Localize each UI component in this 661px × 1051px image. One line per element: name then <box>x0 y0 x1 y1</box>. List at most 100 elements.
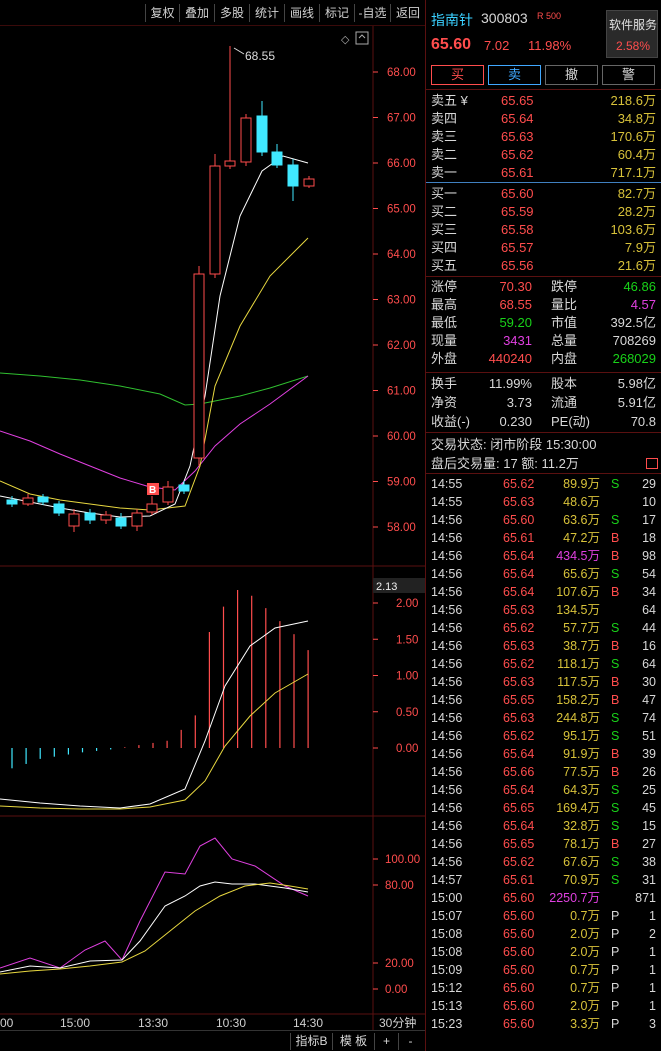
candle-body <box>162 486 174 503</box>
tick-count: 1 <box>649 945 656 959</box>
tick-time: 14:56 <box>431 639 463 653</box>
candle-body <box>256 115 268 153</box>
tick-side: P <box>611 909 620 923</box>
stat-value: 0.230 <box>499 414 532 429</box>
tick-time: 15:13 <box>431 999 463 1013</box>
buy-order-row[interactable]: 买五 65.56 21.6万 <box>426 257 661 275</box>
tick-volume: 0.7万 <box>570 981 600 995</box>
sell-order-row[interactable]: 卖四 65.64 34.8万 <box>426 110 661 128</box>
cancel-order-button[interactable]: 撤 <box>545 65 598 85</box>
sector-badge[interactable]: 软件服务 2.58% <box>606 10 658 58</box>
stat-label: 内盘 <box>551 351 578 366</box>
tick-row: 15:13 65.60 2.0万 P 1 <box>426 997 661 1015</box>
toolbar-draw-line-button[interactable]: 画线 <box>284 4 319 22</box>
tick-row: 14:55 65.62 89.9万 S 29 <box>426 475 661 493</box>
tick-row: 14:56 65.62 57.7万 S 44 <box>426 619 661 637</box>
mid-indicator-lines <box>0 620 309 810</box>
tick-volume: 95.1万 <box>563 729 600 743</box>
order-level-label: 买四 <box>431 240 458 255</box>
kline-chart-svg[interactable]: ◇ 68.00 67.00 66.00 65.00 64.00 63.00 62.00 61.… <box>0 26 425 1030</box>
tick-side: S <box>611 729 620 743</box>
toolbar-statistics-button[interactable]: 统计 <box>249 4 284 22</box>
high-price-label: 68.55 <box>245 49 275 63</box>
toolbar-restore-rights-button[interactable]: 复权 <box>145 4 179 22</box>
tick-time: 14:56 <box>431 603 463 617</box>
tick-count: 45 <box>642 801 656 815</box>
tick-price: 65.64 <box>503 747 535 761</box>
after-hours-text: 盘后交易量: 17 额: 11.2万 <box>431 456 579 471</box>
tick-volume: 2250.7万 <box>549 891 600 905</box>
kline-chart-panel[interactable]: ◇ 68.00 67.00 66.00 65.00 64.00 63.00 62.00 61.… <box>0 26 425 1030</box>
buy-order-row[interactable]: 买三 65.58 103.6万 <box>426 221 661 239</box>
order-level-label: 卖二 <box>431 147 458 162</box>
bar-chart-icon[interactable] <box>646 458 658 469</box>
zoom-out-button[interactable]: - <box>398 1033 422 1050</box>
tick-row: 15:00 65.60 2250.7万 871 <box>426 889 661 907</box>
tick-row: 14:56 65.64 65.6万 S 54 <box>426 565 661 583</box>
toolbar-back-button[interactable]: 返回 <box>390 4 425 22</box>
tick-row: 15:12 65.60 0.7万 P 1 <box>426 979 661 997</box>
tick-volume: 78.1万 <box>563 837 600 851</box>
low-axis-label: 100.00 <box>385 854 420 866</box>
tick-count: 34 <box>642 585 656 599</box>
order-price: 65.64 <box>501 111 534 126</box>
collapse-icon[interactable] <box>355 31 369 45</box>
sell-order-row[interactable]: 卖一 65.61 717.1万 <box>426 164 661 182</box>
sell-order-row[interactable]: 卖二 65.62 60.4万 <box>426 146 661 164</box>
buy-order-row[interactable]: 买四 65.57 7.9万 <box>426 239 661 257</box>
tick-row: 15:08 65.60 2.0万 P 2 <box>426 925 661 943</box>
tick-count: 51 <box>642 729 656 743</box>
order-level-label: 卖三 <box>431 129 458 144</box>
alert-button[interactable]: 警 <box>602 65 655 85</box>
tick-price: 65.62 <box>503 855 535 869</box>
buy-order-row[interactable]: 买二 65.59 28.2万 <box>426 203 661 221</box>
tick-count: 27 <box>642 837 656 851</box>
tick-time: 14:56 <box>431 585 463 599</box>
toolbar-overlay-button[interactable]: 叠加 <box>179 4 214 22</box>
order-volume: 218.6万 <box>610 93 656 108</box>
tick-volume: 63.6万 <box>563 513 600 527</box>
tick-price: 65.62 <box>503 477 535 491</box>
sell-order-row[interactable]: 卖三 65.63 170.6万 <box>426 128 661 146</box>
tick-volume: 2.0万 <box>570 999 600 1013</box>
toolbar-remove-watchlist-button[interactable]: -自选 <box>354 4 390 22</box>
zoom-in-button[interactable]: + <box>374 1033 398 1050</box>
toolbar-multi-stock-button[interactable]: 多股 <box>214 4 249 22</box>
tick-side: S <box>611 657 620 671</box>
buy-button[interactable]: 买 <box>431 65 484 85</box>
tick-row: 15:07 65.60 0.7万 P 1 <box>426 907 661 925</box>
indicator-b-button[interactable]: 指标B <box>290 1033 332 1050</box>
tick-side: P <box>611 999 620 1013</box>
after-hours-volume: 盘后交易量: 17 额: 11.2万 <box>426 455 661 473</box>
tick-count: 16 <box>642 639 656 653</box>
toolbar-mark-button[interactable]: 标记 <box>319 4 354 22</box>
order-price: 65.61 <box>501 165 534 180</box>
diamond-icon[interactable]: ◇ <box>341 34 350 46</box>
order-volume: 28.2万 <box>617 204 656 219</box>
tick-side: S <box>611 819 620 833</box>
price-axis: 68.00 67.00 66.00 65.00 64.00 63.00 62.00 61.00… <box>373 67 416 534</box>
stat-value: 11.99% <box>488 376 532 391</box>
tick-time: 14:56 <box>431 675 463 689</box>
tick-price: 65.66 <box>503 765 535 779</box>
time-label: 14:30 <box>293 1016 323 1030</box>
order-level-label: 买三 <box>431 222 458 237</box>
tick-count: 74 <box>642 711 656 725</box>
order-volume: 82.7万 <box>617 186 656 201</box>
sector-name: 软件服务 <box>608 18 657 32</box>
buy-order-row[interactable]: 买一 65.60 82.7万 <box>426 185 661 203</box>
price-change-percent: 11.98% <box>528 38 572 53</box>
tick-row: 15:23 65.60 3.3万 P 3 <box>426 1015 661 1033</box>
tick-count: 30 <box>642 675 656 689</box>
tick-volume: 117.5万 <box>557 675 600 689</box>
tick-count: 54 <box>642 567 656 581</box>
stock-name[interactable]: 指南针 <box>431 12 473 28</box>
tick-volume: 2.0万 <box>570 945 600 959</box>
template-button[interactable]: 模 板 <box>332 1033 374 1050</box>
period-label[interactable]: 30分钟 <box>379 1015 416 1030</box>
sell-order-row[interactable]: 卖五 ¥ 65.65 218.6万 <box>426 92 661 110</box>
candle-body <box>68 513 80 527</box>
sell-button[interactable]: 卖 <box>488 65 541 85</box>
stat-value: 3431 <box>503 333 532 348</box>
price-axis-label: 68.00 <box>387 67 416 79</box>
